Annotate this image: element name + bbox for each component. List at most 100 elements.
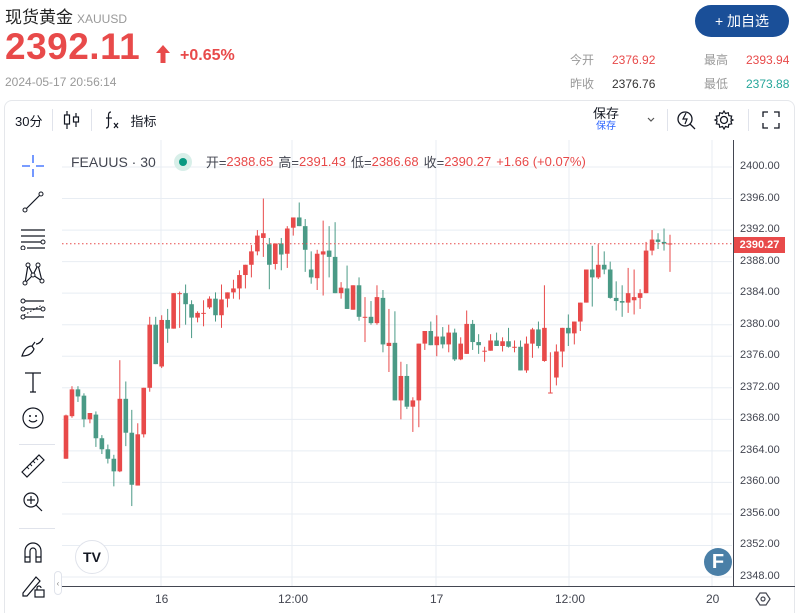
instrument-title: 现货黄金 XAUUSD <box>5 3 127 28</box>
time-axis[interactable] <box>62 586 795 613</box>
axis-settings-icon[interactable] <box>755 591 771 607</box>
change-percent: +0.65% <box>180 47 235 64</box>
time-tick-label: 16 <box>155 592 169 606</box>
price-tick-label: 2396.00 <box>740 191 780 204</box>
chart-pane[interactable] <box>62 140 732 586</box>
price-tick-label: 2400.00 <box>740 160 780 172</box>
series-name: FEAUUS · 30 <box>71 153 156 170</box>
settings-gear-icon[interactable] <box>713 109 735 131</box>
trend-line-tool[interactable] <box>19 188 47 216</box>
zoom-tool[interactable] <box>19 488 47 516</box>
price-tick-label: 2388.00 <box>740 254 780 267</box>
time-tick-label: 12:00 <box>278 592 309 606</box>
stat-high: 最高 2393.94 <box>704 51 789 68</box>
price-tick-label: 2356.00 <box>740 506 780 519</box>
price-tick-label: 2368.00 <box>740 412 780 425</box>
legend-low-value: 2386.68 <box>371 154 419 169</box>
trend-line-icon <box>22 191 44 213</box>
instrument-symbol: XAUUSD <box>77 12 128 26</box>
interval-label: 30分 <box>15 113 43 129</box>
market-status-icon <box>173 152 192 171</box>
ruler-icon <box>21 454 45 478</box>
pencil-lock-icon <box>22 576 45 598</box>
emoji-tool[interactable] <box>19 404 47 432</box>
price-tick-label: 2376.00 <box>740 349 780 362</box>
legend-open-value: 2388.65 <box>226 154 274 169</box>
price-tick-label: 2352.00 <box>740 538 780 551</box>
chart-toolbar: 30分 指标 保存 保存 <box>5 101 794 139</box>
chevron-down-icon[interactable] <box>646 116 656 124</box>
quote-header: 现货黄金 XAUUSD 2392.11 +0.65% 2024-05-17 20:… <box>0 0 798 95</box>
save-button[interactable]: 保存 保存 <box>593 107 619 132</box>
brush-icon <box>21 337 44 357</box>
function-icon <box>106 111 119 129</box>
price-tick-label: 2372.00 <box>740 380 780 393</box>
stat-high-value: 2393.94 <box>746 53 790 67</box>
smiley-icon <box>22 407 44 429</box>
legend-close-value: 2390.27 <box>444 154 492 169</box>
stat-prev-close-label: 昨收 <box>570 77 595 91</box>
candlestick-chart <box>62 140 732 586</box>
indicators-button[interactable]: 指标 <box>92 101 166 139</box>
instrument-name: 现货黄金 <box>5 8 73 27</box>
f-logo-icon[interactable]: F <box>704 548 732 576</box>
stat-open-label: 今开 <box>570 53 595 67</box>
stat-high-label: 最高 <box>704 53 729 67</box>
fullscreen-icon[interactable] <box>761 110 781 130</box>
price-tick-label: 2348.00 <box>740 570 780 583</box>
stat-open-value: 2376.92 <box>612 53 656 67</box>
save-sub-label: 保存 <box>596 121 616 132</box>
crosshair-icon <box>22 155 44 177</box>
zoom-in-icon <box>23 492 43 512</box>
arrow-up-icon <box>156 45 170 63</box>
price-tick-label: 2360.00 <box>740 475 780 488</box>
crosshair-tool[interactable] <box>19 152 47 180</box>
stat-low: 最低 2373.88 <box>704 75 789 92</box>
legend-change: +1.66 (+0.07%) <box>496 154 586 169</box>
price-tick-label: 2392.00 <box>740 223 780 236</box>
stat-low-value: 2373.88 <box>746 77 790 91</box>
parallel-lines-icon <box>20 229 46 250</box>
add-to-watchlist-button[interactable]: + 加自选 <box>695 5 789 37</box>
stat-prev-close-value: 2376.76 <box>612 77 656 91</box>
horizontal-lines-tool[interactable] <box>19 224 47 252</box>
text-icon <box>25 372 41 393</box>
legend-open-label: 开= <box>205 155 227 170</box>
fibonacci-icon <box>20 298 46 320</box>
tradingview-logo[interactable]: TV <box>75 540 109 574</box>
indicators-label: 指标 <box>130 113 157 129</box>
save-label: 保存 <box>593 106 620 121</box>
price-tick-label: 2364.00 <box>740 443 780 456</box>
brush-tool[interactable] <box>19 332 47 360</box>
collapse-toolbar-button[interactable]: ‹ <box>54 571 62 595</box>
legend-close-label: 收= <box>423 155 445 170</box>
text-tool[interactable] <box>19 368 47 396</box>
quick-search-icon[interactable] <box>675 109 697 131</box>
legend-high-value: 2391.43 <box>299 154 346 169</box>
current-price-label: 2390.27 <box>734 237 785 253</box>
drawing-toolbar <box>5 140 57 613</box>
toolbar-divider <box>667 109 668 131</box>
price-tick-label: 2380.00 <box>740 317 780 330</box>
lock-drawings-tool[interactable] <box>19 572 47 600</box>
toolbar-divider <box>19 444 55 445</box>
interval-selector[interactable]: 30分 <box>5 101 52 139</box>
chart-type-button[interactable] <box>53 101 91 139</box>
stat-open: 今开 2376.92 <box>570 51 655 68</box>
time-tick-label: 12:00 <box>555 592 586 606</box>
time-tick-label: 20 <box>706 592 720 606</box>
toolbar-divider <box>52 109 54 131</box>
pattern-icon <box>22 262 45 286</box>
pattern-tool[interactable] <box>19 260 47 288</box>
quote-timestamp: 2024-05-17 20:56:14 <box>5 75 117 89</box>
toolbar-divider <box>91 109 93 131</box>
toolbar-divider <box>748 109 749 131</box>
measure-tool[interactable] <box>19 452 47 480</box>
series-legend: FEAUUS · 30 开= 2388.65 高= 2391.43 低= 2386.6… <box>71 152 591 171</box>
last-price: 2392.11 <box>5 26 141 67</box>
magnet-tool[interactable] <box>19 538 47 566</box>
price-axis[interactable] <box>733 140 795 586</box>
magnet-icon <box>24 542 42 563</box>
legend-low-label: 低= <box>351 155 372 170</box>
fib-tool[interactable] <box>19 296 47 324</box>
